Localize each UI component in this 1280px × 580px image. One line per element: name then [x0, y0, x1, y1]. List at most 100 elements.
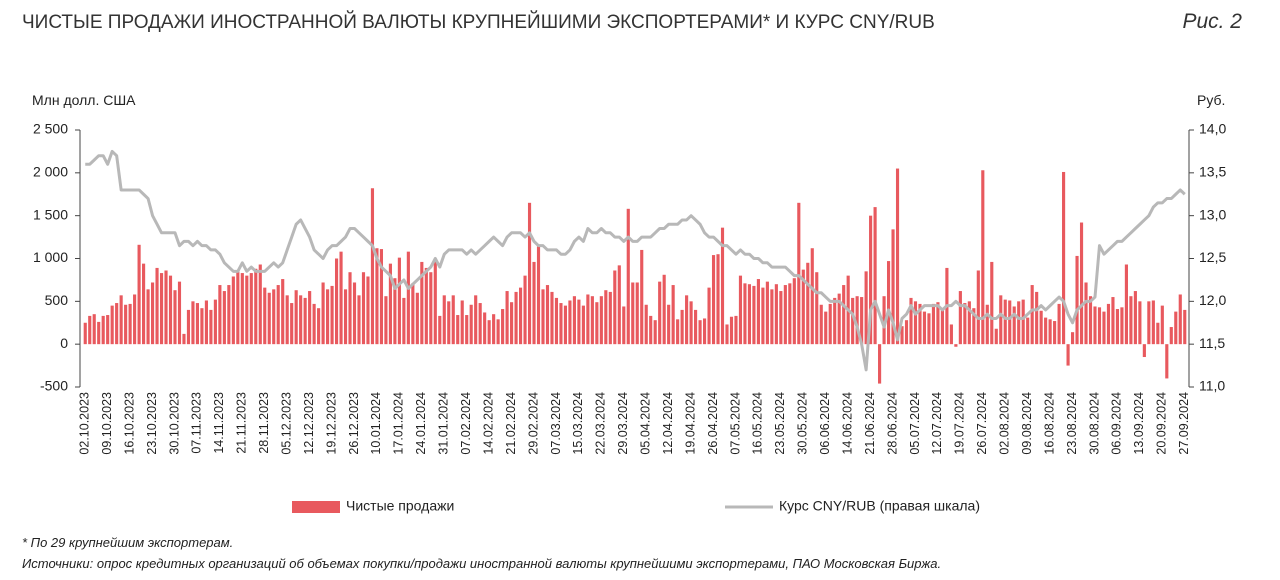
x-tick-label: 07.11.2023 [190, 392, 204, 454]
x-tick-label: 06.06.2024 [818, 392, 832, 455]
bar [397, 257, 401, 345]
bar [738, 275, 743, 345]
bar [1133, 291, 1137, 345]
y2-tick-label: 12,5 [1199, 249, 1226, 265]
bar [653, 320, 657, 345]
bar [1138, 301, 1142, 345]
bar [1079, 222, 1084, 345]
bar [788, 283, 792, 345]
bar [303, 297, 307, 345]
bar [146, 289, 150, 345]
bar [200, 308, 204, 345]
x-tick-label: 12.07.2024 [930, 392, 944, 455]
y-tick-label: -500 [40, 378, 68, 394]
bar [900, 326, 904, 345]
bar [366, 276, 370, 345]
bar [406, 251, 410, 345]
bar [474, 295, 478, 345]
bar [716, 254, 720, 345]
bar [707, 287, 711, 345]
x-tick-label: 28.11.2023 [257, 392, 271, 454]
bar [124, 304, 128, 345]
bar [940, 309, 944, 345]
bar [878, 344, 882, 384]
bar [492, 314, 496, 345]
bar [1003, 299, 1007, 345]
bar [779, 291, 783, 345]
bar [604, 290, 608, 345]
legend-label: Чистые продажи [346, 498, 454, 514]
bar [963, 303, 967, 345]
bar [460, 300, 464, 345]
bar [290, 303, 294, 345]
bar [626, 208, 630, 345]
bar [644, 304, 648, 345]
bar [949, 324, 953, 345]
bar [734, 315, 738, 345]
bar [97, 321, 101, 345]
bar [168, 275, 173, 345]
bar [873, 207, 877, 345]
x-tick-label: 15.03.2024 [571, 392, 585, 455]
bar [1165, 344, 1169, 379]
bar [882, 296, 886, 345]
bar [1147, 301, 1151, 345]
bar [227, 285, 231, 345]
x-tick-label: 30.05.2024 [796, 392, 810, 455]
bar [743, 283, 747, 345]
bar [608, 291, 612, 345]
bar [1156, 322, 1160, 345]
bar [1183, 309, 1187, 345]
x-tick-label: 26.12.2023 [347, 392, 361, 455]
bar [469, 304, 473, 345]
bar [891, 229, 895, 345]
bar [1035, 291, 1039, 345]
x-tick-label: 02.10.2023 [78, 392, 92, 455]
bar [1088, 296, 1093, 345]
bar [770, 289, 774, 345]
bar [177, 281, 182, 345]
x-tick-label: 14.06.2024 [840, 392, 854, 455]
x-tick-label: 12.04.2024 [661, 392, 675, 455]
bar [106, 315, 110, 345]
bar [617, 265, 621, 345]
bar [1057, 303, 1061, 345]
bar [649, 315, 653, 345]
x-tick-label: 30.08.2024 [1087, 392, 1101, 455]
bar [420, 261, 424, 345]
y-tick-label: 2 500 [33, 121, 68, 137]
y-tick-label: 2 000 [33, 164, 68, 180]
bar [276, 285, 280, 345]
bar [972, 308, 976, 345]
bar [1178, 294, 1182, 345]
bar [842, 285, 846, 345]
bar [352, 282, 357, 345]
bar [931, 303, 936, 345]
bar [299, 295, 303, 345]
bar [1066, 344, 1070, 366]
bar [994, 328, 998, 345]
bar [532, 261, 536, 345]
bar [913, 301, 918, 345]
bar [150, 282, 155, 345]
x-tick-label: 23.10.2023 [145, 392, 159, 455]
bar [685, 295, 689, 345]
bar [819, 304, 823, 345]
bar [159, 273, 164, 345]
bar [990, 261, 994, 345]
bar [797, 202, 801, 345]
bar [456, 315, 460, 345]
bar [613, 270, 617, 345]
bar [375, 248, 379, 345]
bar [294, 290, 298, 345]
bar [810, 248, 814, 345]
source: Источники: опрос кредитных организаций о… [22, 556, 941, 571]
bar [438, 315, 442, 345]
bar [518, 287, 523, 345]
x-tick-label: 22.03.2024 [594, 392, 608, 455]
bar [635, 282, 639, 345]
bar [1012, 306, 1016, 345]
y-axis-title: Млн долл. США [32, 92, 136, 108]
bar [527, 202, 532, 345]
